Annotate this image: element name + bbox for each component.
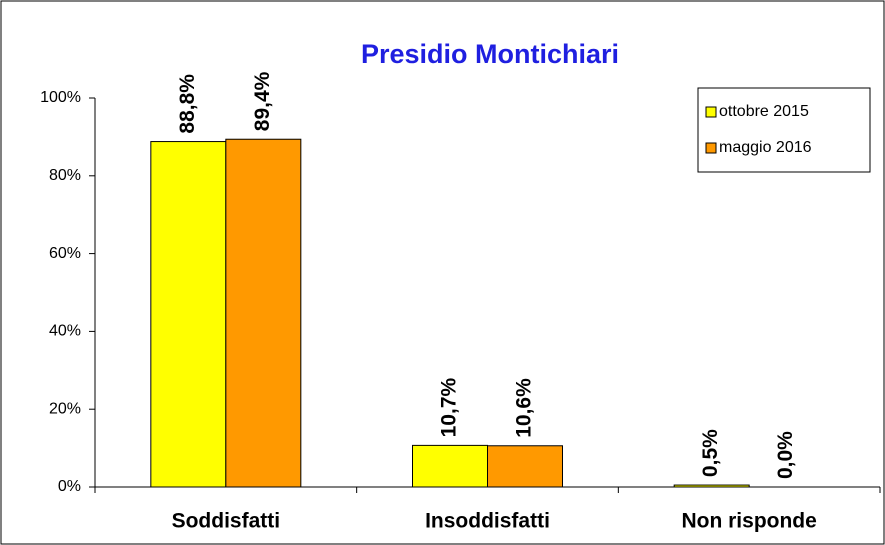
value-label: 0,5%: [699, 429, 722, 477]
legend-label: maggio 2016: [719, 139, 812, 156]
value-label: 10,6%: [513, 378, 536, 438]
value-label: 10,7%: [438, 378, 461, 438]
bar: [412, 444, 488, 488]
value-label: 0,0%: [774, 431, 797, 479]
y-tick-label: 100%: [40, 89, 81, 106]
y-tick-label: 60%: [49, 245, 81, 262]
y-tick-label: 0%: [58, 478, 81, 495]
y-tick-label: 40%: [49, 323, 81, 340]
legend-swatch: [705, 106, 717, 118]
x-tick-label: Insoddisfatti: [425, 510, 550, 533]
bar: [225, 138, 302, 488]
x-tick-label: Non risponde: [681, 510, 816, 533]
x-tick-label: Soddisfatti: [172, 510, 281, 533]
value-label: 89,4%: [251, 71, 274, 131]
chart-title: Presidio Montichiari: [361, 39, 619, 69]
legend-label: ottobre 2015: [719, 103, 809, 120]
y-tick-label: 80%: [49, 167, 81, 184]
bar: [487, 445, 563, 488]
y-tick-label: 20%: [49, 400, 81, 417]
legend-box: [697, 87, 871, 173]
value-label: 88,8%: [176, 74, 199, 134]
legend-swatch: [705, 142, 717, 154]
bar: [673, 484, 750, 488]
bar: [150, 141, 227, 488]
